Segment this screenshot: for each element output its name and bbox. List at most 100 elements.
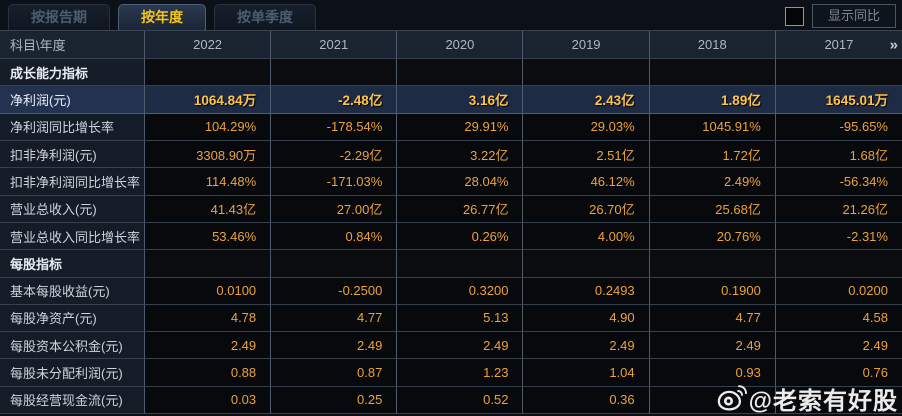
value-cell: 2.49 xyxy=(271,332,398,360)
value-cell: -56.34% xyxy=(775,168,902,196)
value-cell: 3308.90万 xyxy=(145,140,272,169)
year-label: 2020 xyxy=(445,37,475,52)
table-row: 扣非净利润同比增长率 114.48% -171.03% 28.04% 46.12% 2.4… xyxy=(0,168,902,196)
value-cell xyxy=(271,250,398,278)
value-cell: 26.77亿 xyxy=(397,195,524,223)
value-cell: 0.0100 xyxy=(145,277,272,305)
row-label: 营业总收入同比增长率 xyxy=(0,222,145,251)
section-row: 成长能力指标 xyxy=(0,59,902,87)
value-cell xyxy=(271,59,398,87)
value-cell: -0.2500 xyxy=(271,277,398,305)
year-label: 2022 xyxy=(193,37,223,52)
value-cell: 1.68亿 xyxy=(775,140,902,169)
value-cell xyxy=(649,59,776,87)
value-cell: 0.0200 xyxy=(775,277,902,305)
value-cell xyxy=(775,59,902,87)
tab-bar: 按报告期 按年度 按单季度 显示同比 xyxy=(0,0,902,30)
value-cell: 26.70亿 xyxy=(523,195,650,223)
value-cell: 20.76% xyxy=(649,222,776,251)
value-cell: 2.43亿 xyxy=(523,86,650,114)
section-row: 每股指标 xyxy=(0,250,902,278)
value-cell: 0.87 xyxy=(271,359,398,387)
value-cell: 4.77 xyxy=(271,304,398,333)
value-cell: 114.48% xyxy=(145,168,272,196)
tab-by-quarter[interactable]: 按单季度 xyxy=(214,4,316,30)
table-row: 扣非净利润(元) 3308.90万 -2.29亿 3.22亿 2.51亿 1.72亿 1.6… xyxy=(0,140,902,169)
value-cell: 1045.91% xyxy=(649,113,776,141)
table-row: 基本每股收益(元) 0.0100 -0.2500 0.3200 0.2493 0.1900… xyxy=(0,277,902,305)
value-cell xyxy=(649,386,776,415)
row-label: 每股净资产(元) xyxy=(0,304,145,333)
value-cell: 104.29% xyxy=(145,113,272,141)
tab-by-report-period[interactable]: 按报告期 xyxy=(8,4,110,30)
value-cell xyxy=(775,250,902,278)
show-yoy-checkbox[interactable] xyxy=(785,6,804,26)
value-cell: 2.49 xyxy=(775,332,902,360)
year-column-header: 2019 xyxy=(523,31,650,59)
value-cell: 2.49% xyxy=(649,168,776,196)
table-header-row: 科目\年度 2022 2021 2020 2019 2018 2017 » xyxy=(0,31,902,59)
value-cell: 2.49 xyxy=(397,332,524,360)
value-cell: -95.65% xyxy=(775,113,902,141)
value-cell: 4.00% xyxy=(523,222,650,251)
year-label: 2021 xyxy=(319,37,349,52)
value-cell: 4.58 xyxy=(775,304,902,333)
value-cell: 41.43亿 xyxy=(145,195,272,223)
tab-by-year[interactable]: 按年度 xyxy=(118,4,206,30)
value-cell: 0.25 xyxy=(271,386,398,415)
value-cell: 46.12% xyxy=(523,168,650,196)
show-yoy-button[interactable]: 显示同比 xyxy=(812,4,896,28)
value-cell: -2.48亿 xyxy=(271,86,398,114)
row-label: 每股资本公积金(元) xyxy=(0,332,145,360)
row-label: 营业总收入(元) xyxy=(0,195,145,223)
table-row: 营业总收入(元) 41.43亿 27.00亿 26.77亿 26.70亿 25.68亿 21… xyxy=(0,195,902,223)
value-cell: 21.26亿 xyxy=(775,195,902,223)
yoy-controls: 显示同比 xyxy=(785,4,896,28)
value-cell: 1.04 xyxy=(523,359,650,387)
financial-table: 科目\年度 2022 2021 2020 2019 2018 2017 » 成长能力指标 净利润(… xyxy=(0,30,902,415)
row-label: 每股指标 xyxy=(0,250,145,278)
row-label: 扣非净利润同比增长率 xyxy=(0,168,145,196)
value-cell: 0.84% xyxy=(271,222,398,251)
row-label: 净利润(元) xyxy=(0,86,145,114)
table-row: 每股资本公积金(元) 2.49 2.49 2.49 2.49 2.49 2.49 xyxy=(0,332,902,360)
year-column-header: 2017 » xyxy=(775,31,902,59)
table-row: 净利润同比增长率 104.29% -178.54% 29.91% 29.03% 1045.… xyxy=(0,113,902,141)
row-label: 净利润同比增长率 xyxy=(0,113,145,141)
year-column-header: 2018 xyxy=(649,31,776,59)
value-cell: 0.88 xyxy=(145,359,272,387)
value-cell: 29.91% xyxy=(397,113,524,141)
year-column-header: 2020 xyxy=(397,31,524,59)
year-column-header: 2021 xyxy=(271,31,398,59)
value-cell: 1064.84万 xyxy=(145,86,272,114)
table-row: 每股经营现金流(元) 0.03 0.25 0.52 0.36 xyxy=(0,386,902,415)
value-cell: 0.3200 xyxy=(397,277,524,305)
value-cell xyxy=(775,386,902,415)
value-cell: 0.2493 xyxy=(523,277,650,305)
more-years-icon[interactable]: » xyxy=(889,36,898,53)
value-cell xyxy=(145,250,272,278)
value-cell: 5.13 xyxy=(397,304,524,333)
value-cell xyxy=(649,250,776,278)
value-cell xyxy=(397,250,524,278)
table-row: 每股未分配利润(元) 0.88 0.87 1.23 1.04 0.93 0.76 xyxy=(0,359,902,387)
value-cell: 53.46% xyxy=(145,222,272,251)
table-row: 净利润(元) 1064.84万 -2.48亿 3.16亿 2.43亿 1.89亿 1645.… xyxy=(0,86,902,114)
value-cell: -171.03% xyxy=(271,168,398,196)
year-label: 2018 xyxy=(697,37,727,52)
corner-header: 科目\年度 xyxy=(0,31,145,59)
value-cell: 4.77 xyxy=(649,304,776,333)
value-cell: 3.22亿 xyxy=(397,140,524,169)
value-cell: 2.49 xyxy=(649,332,776,360)
value-cell: 1645.01万 xyxy=(775,86,902,114)
value-cell: 4.78 xyxy=(145,304,272,333)
value-cell: 2.49 xyxy=(523,332,650,360)
value-cell: 0.93 xyxy=(649,359,776,387)
value-cell: 3.16亿 xyxy=(397,86,524,114)
value-cell: 0.52 xyxy=(397,386,524,415)
value-cell: 27.00亿 xyxy=(271,195,398,223)
value-cell xyxy=(145,59,272,87)
value-cell: 0.03 xyxy=(145,386,272,415)
table-row: 营业总收入同比增长率 53.46% 0.84% 0.26% 4.00% 20.76% -2.… xyxy=(0,222,902,251)
value-cell xyxy=(523,59,650,87)
